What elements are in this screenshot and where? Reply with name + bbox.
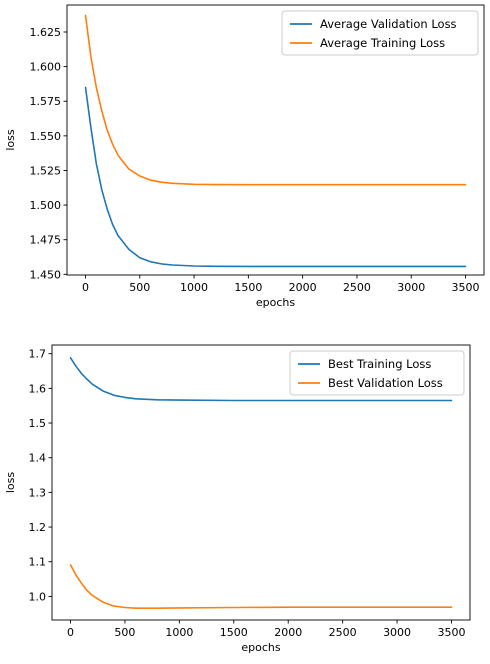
y-tick-label: 1.625 <box>30 26 62 39</box>
x-tick: 2500 <box>329 620 357 639</box>
x-tick: 500 <box>114 620 135 639</box>
y-tick: 1.3 <box>29 486 52 499</box>
x-tick-label: 1000 <box>180 281 208 294</box>
y-tick-label: 1.575 <box>30 95 62 108</box>
y-tick: 1.525 <box>30 164 67 177</box>
y-tick-label: 1.7 <box>29 348 47 361</box>
x-tick: 0 <box>67 620 74 639</box>
x-axis-label: epochs <box>256 296 295 309</box>
legend: Average Validation Loss Average Training … <box>281 10 479 56</box>
x-axis: 0 500 1000 1500 2000 2500 3000 3500 <box>82 275 480 294</box>
chart-average-loss: 0 500 1000 1500 2000 2500 3000 3500 1.4501.4751… <box>4 4 485 309</box>
legend: Best Training Loss Best Validation Loss <box>289 350 465 396</box>
x-tick-label: 1500 <box>220 626 248 639</box>
series-line-1 <box>69 564 453 610</box>
x-axis-label: epochs <box>241 641 280 654</box>
y-tick-label: 1.600 <box>30 61 62 74</box>
y-axis: 1.450 1.475 1.500 1.525 1.550 1.575 1.600 1.625 <box>30 26 67 281</box>
plot-frame <box>66 4 485 276</box>
x-tick: 3000 <box>383 620 411 639</box>
legend-box <box>281 10 479 56</box>
x-tick-label: 1500 <box>234 281 262 294</box>
x-tick: 500 <box>129 275 150 294</box>
x-tick: 3500 <box>437 620 465 639</box>
y-tick: 1.500 <box>30 199 67 212</box>
y-tick-label: 1.475 <box>30 234 62 247</box>
x-tick-label: 3500 <box>437 626 465 639</box>
x-tick: 2000 <box>289 275 317 294</box>
y-tick-label: 1.4 <box>29 452 47 465</box>
y-tick-label: 1.500 <box>30 199 62 212</box>
y-tick: 1.450 <box>30 268 67 281</box>
x-tick: 3500 <box>452 275 480 294</box>
legend-label: Average Validation Loss <box>320 17 457 31</box>
x-tick: 2000 <box>274 620 302 639</box>
x-tick: 1000 <box>180 275 208 294</box>
y-tick-label: 1.3 <box>29 486 47 499</box>
legend-box <box>289 350 465 396</box>
y-tick: 1.7 <box>29 348 52 361</box>
y-tick: 1.1 <box>29 556 52 569</box>
legend-label: Best Training Loss <box>328 357 431 371</box>
x-tick-label: 500 <box>129 281 150 294</box>
x-tick-label: 3500 <box>452 281 480 294</box>
x-tick: 1500 <box>220 620 248 639</box>
y-tick: 1.575 <box>30 95 67 108</box>
series-line-0 <box>84 86 467 268</box>
x-tick: 2500 <box>343 275 371 294</box>
series-line-0 <box>69 356 453 402</box>
x-tick-label: 3000 <box>383 626 411 639</box>
x-tick: 0 <box>82 275 89 294</box>
series-line-1 <box>84 14 467 186</box>
series-lines <box>69 356 453 610</box>
x-tick-label: 0 <box>82 281 89 294</box>
y-tick: 1.6 <box>29 382 52 395</box>
y-axis-label: loss <box>4 129 17 151</box>
x-tick-label: 2500 <box>329 626 357 639</box>
x-tick-label: 2000 <box>289 281 317 294</box>
chart-best-loss: 0 500 1000 1500 2000 2500 3000 3500 1.01.11.21.… <box>4 344 471 654</box>
y-tick: 1.600 <box>30 61 67 74</box>
y-tick: 1.4 <box>29 452 52 465</box>
y-tick-label: 1.1 <box>29 556 47 569</box>
y-tick: 1.625 <box>30 26 67 39</box>
y-tick: 1.475 <box>30 234 67 247</box>
x-tick-label: 500 <box>114 626 135 639</box>
x-tick-label: 0 <box>67 626 74 639</box>
legend-label: Best Validation Loss <box>328 376 443 390</box>
y-tick-label: 1.2 <box>29 521 47 534</box>
series-lines <box>84 14 467 268</box>
y-tick-label: 1.0 <box>29 590 47 603</box>
x-tick-label: 3000 <box>397 281 425 294</box>
y-tick: 1.5 <box>29 417 52 430</box>
y-tick-label: 1.525 <box>30 164 62 177</box>
x-tick-label: 2500 <box>343 281 371 294</box>
y-axis: 1.0 1.1 1.2 1.3 1.4 1.5 1.6 1.7 <box>29 348 52 603</box>
y-tick-label: 1.450 <box>30 268 62 281</box>
y-tick-label: 1.6 <box>29 382 47 395</box>
y-tick-label: 1.550 <box>30 130 62 143</box>
y-tick: 1.0 <box>29 590 52 603</box>
x-tick: 1000 <box>165 620 193 639</box>
plot-frame <box>51 344 471 621</box>
x-tick-label: 2000 <box>274 626 302 639</box>
legend-label: Average Training Loss <box>320 36 445 50</box>
x-tick: 1500 <box>234 275 262 294</box>
y-tick: 1.550 <box>30 130 67 143</box>
y-tick-label: 1.5 <box>29 417 47 430</box>
x-tick-label: 1000 <box>165 626 193 639</box>
x-tick: 3000 <box>397 275 425 294</box>
x-axis: 0 500 1000 1500 2000 2500 3000 3500 <box>67 620 465 639</box>
y-tick: 1.2 <box>29 521 52 534</box>
y-axis-label: loss <box>4 472 17 494</box>
